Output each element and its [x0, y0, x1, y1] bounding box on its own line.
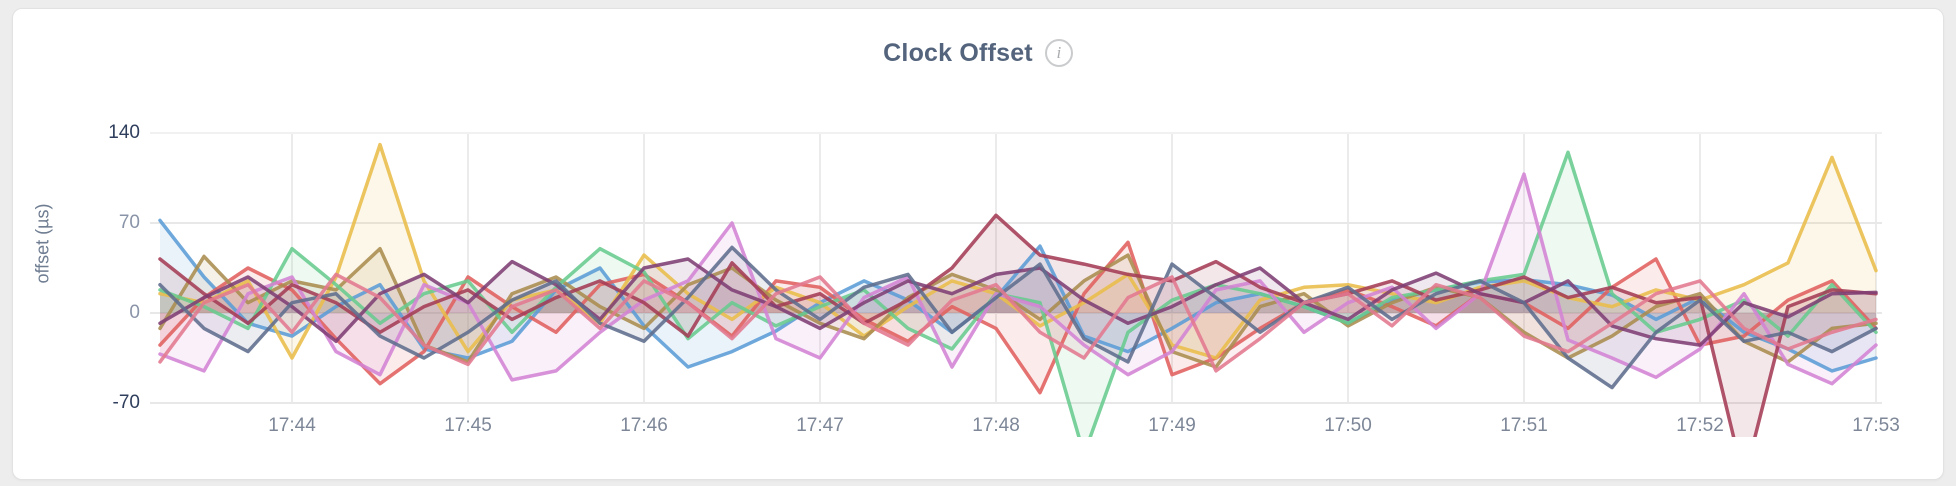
series-line-slate[interactable]: [158, 245, 1878, 390]
y-tick--70: -70: [112, 392, 140, 413]
series-line-orchid[interactable]: [158, 172, 1878, 386]
series-area-orchid: [160, 174, 1876, 384]
series-area-green: [160, 152, 1876, 437]
x-tick-17:52: 17:52: [1676, 415, 1724, 436]
y-tick-140: 140: [108, 122, 140, 143]
x-tick-17:51: 17:51: [1500, 415, 1548, 436]
x-tick-17:50: 17:50: [1324, 415, 1372, 436]
x-tick-17:44: 17:44: [268, 415, 316, 436]
series-area-coral: [160, 242, 1876, 393]
x-tick-17:48: 17:48: [972, 415, 1020, 436]
series-area-maroon: [160, 215, 1876, 437]
info-icon[interactable]: i: [1044, 39, 1073, 67]
series-area-gold: [160, 144, 1876, 358]
series-area-blue: [160, 220, 1876, 371]
series-line-rose[interactable]: [158, 272, 1878, 373]
x-tick-17:53: 17:53: [1852, 415, 1900, 436]
series-line-maroon[interactable]: [158, 213, 1878, 480]
x-tick-17:45: 17:45: [444, 415, 492, 436]
y-tick-0: 0: [129, 302, 140, 323]
series-line-plum[interactable]: [158, 257, 1878, 347]
chart-card: Clock Offset i: [12, 8, 1944, 480]
chart-title: Clock Offset: [883, 38, 1033, 67]
x-tick-17:49: 17:49: [1148, 415, 1196, 436]
x-tick-17:47: 17:47: [796, 415, 844, 436]
x-tick-17:46: 17:46: [620, 415, 668, 436]
chart-header: Clock Offset i: [13, 35, 1943, 71]
y-tick-70: 70: [118, 212, 140, 233]
series-area-plum: [160, 259, 1876, 346]
